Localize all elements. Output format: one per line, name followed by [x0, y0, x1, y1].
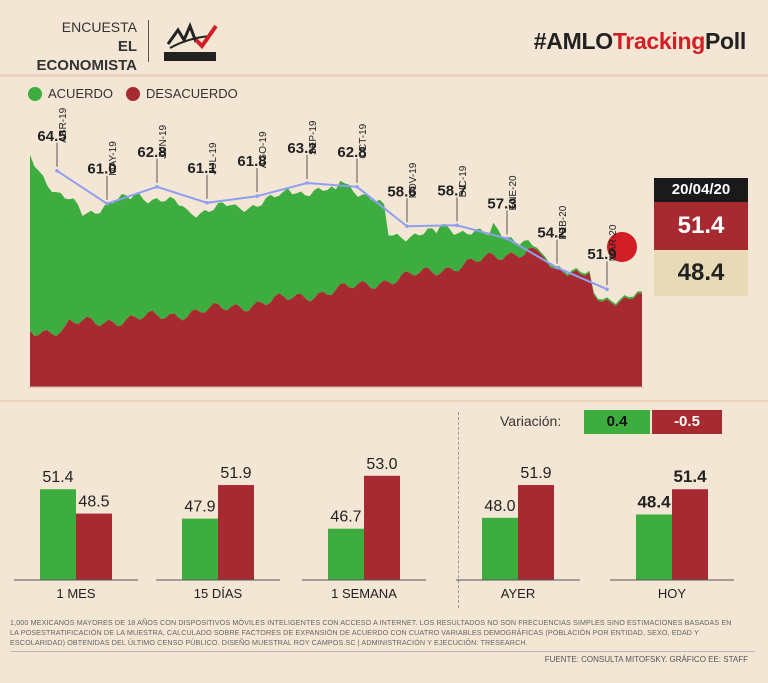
acuerdo-area [30, 154, 642, 337]
variacion-acuerdo: 0.4 [584, 410, 650, 434]
bar-desacuerdo [218, 485, 254, 580]
bar-acuerdo-label: 51.4 [42, 469, 73, 486]
acuerdo-swatch [28, 86, 42, 101]
bar-acuerdo-label: 47.9 [184, 499, 215, 516]
month-category-label: ENE-20 [508, 175, 519, 210]
today-desacuerdo-value: 51.4 [654, 202, 748, 250]
month-value-label: 61.0 [87, 161, 116, 178]
consulta-mitofsky-logo-icon [164, 21, 218, 61]
bar-acuerdo [482, 517, 518, 580]
bar-category-label: 1 SEMANA [331, 586, 397, 601]
bar-acuerdo-label: 48.4 [637, 492, 671, 511]
month-value-label: 58.7 [437, 182, 466, 199]
today-date-box: 20/04/20 [654, 178, 748, 202]
bar-acuerdo [40, 489, 76, 580]
variation-separator [458, 412, 459, 608]
trend-point [405, 224, 409, 229]
bar-acuerdo [182, 518, 218, 580]
hashtag-part-2: Tracking [612, 28, 706, 54]
logo-line-2: EL ECONOMISTA [36, 38, 137, 74]
month-value-label: 57.3 [487, 195, 516, 212]
bar-category-label: AYER [501, 586, 535, 601]
month-category-label: MAR-20 [608, 224, 619, 261]
bar-desacuerdo-label: 48.5 [78, 494, 109, 511]
today-end-marker [607, 232, 637, 262]
month-value-label: 58.6 [387, 183, 416, 200]
trend-point [55, 169, 59, 173]
area-layer [30, 154, 642, 387]
acuerdo-trend-line [56, 169, 608, 291]
section-divider [0, 400, 768, 402]
month-category-label: JUL-19 [208, 142, 219, 175]
trend-point [305, 181, 309, 185]
month-value-label: 62.8 [337, 144, 366, 161]
month-value-label: 61.1 [187, 160, 216, 177]
month-value-label: 61.8 [237, 153, 266, 170]
trend-point [355, 184, 359, 189]
bar-desacuerdo-label: 53.0 [366, 456, 397, 473]
today-acuerdo-value: 48.4 [654, 250, 748, 296]
trend-point [155, 184, 159, 189]
month-category-label: FEB-20 [558, 205, 569, 239]
logo-line-1: ENCUESTA [61, 19, 137, 35]
trend-point [505, 236, 509, 241]
month-value-label: 54.2 [537, 225, 566, 242]
trend-point [555, 265, 559, 270]
variacion-desacuerdo: -0.5 [652, 410, 722, 434]
el-economista-logo: ENCUESTA EL ECONOMISTA [22, 18, 137, 75]
header-rule [0, 74, 768, 77]
desacuerdo-area [30, 247, 642, 387]
desacuerdo-swatch [126, 86, 140, 101]
month-category-label: NOV-19 [408, 162, 419, 198]
month-category-label: JUN-19 [158, 124, 169, 158]
month-value-label: 51.9 [587, 246, 616, 263]
bar-category-label: 15 DÍAS [194, 586, 243, 601]
methodology-note: 1,000 MEXICANOS MAYORES DE 18 AÑOS CON D… [10, 618, 732, 647]
bar-category-label: 1 MES [56, 586, 95, 601]
month-category-label: ABR-19 [58, 107, 69, 142]
bar-desacuerdo [76, 513, 112, 580]
bar-desacuerdo-label: 51.9 [220, 465, 251, 482]
footer-rule [10, 651, 755, 652]
bar-acuerdo [328, 528, 364, 580]
bar-desacuerdo [364, 475, 400, 580]
month-category-label: MAY-19 [108, 141, 119, 176]
month-value-label: 63.2 [287, 140, 316, 157]
bar-category-label: HOY [658, 586, 687, 601]
bar-desacuerdo-label: 51.9 [520, 465, 551, 482]
bar-acuerdo-label: 48.0 [484, 498, 515, 515]
month-value-label: 64.5 [37, 128, 66, 145]
legend-acuerdo: ACUERDO [28, 86, 113, 101]
bar-acuerdo-label: 46.7 [330, 509, 361, 526]
hashtag-title: #AMLOTrackingPoll [533, 28, 747, 55]
trend-point [605, 287, 609, 292]
bar-desacuerdo [518, 485, 554, 580]
trend-point [205, 200, 209, 205]
month-category-label: DIC-19 [458, 165, 469, 197]
month-category-label: AGO-19 [258, 131, 269, 168]
trend-point [105, 201, 109, 206]
legend-acuerdo-label: ACUERDO [48, 86, 114, 101]
source-credit: FUENTE: CONSULTA MITOFSKY. GRÁFICO EE: S… [544, 655, 748, 664]
hashtag-part-1: #AMLO [533, 28, 613, 54]
variacion-label: Variación: [500, 413, 562, 429]
bar-layer: 51.4 48.5 1 MES 47.9 51.9 15 DÍAS 46.7 53.0 1 SE… [14, 456, 734, 601]
trend-point [255, 194, 259, 198]
trend-point [455, 223, 459, 228]
header-divider [148, 20, 149, 62]
bar-desacuerdo-label: 51.4 [673, 467, 707, 486]
bar-desacuerdo [672, 489, 708, 580]
month-category-label: OCT-19 [358, 123, 369, 158]
bar-acuerdo [636, 514, 672, 580]
comparison-bar-chart: 51.4 48.5 1 MES 47.9 51.9 15 DÍAS 46.7 53.0 1 SE… [14, 456, 734, 601]
hashtag-part-3: Poll [705, 28, 746, 54]
month-value-label: 62.8 [137, 144, 166, 161]
legend-desacuerdo-label: DESACUERDO [146, 86, 238, 101]
month-category-label: SEP-19 [308, 120, 319, 155]
legend-desacuerdo: DESACUERDO [126, 86, 238, 101]
trend-layer [55, 169, 609, 292]
